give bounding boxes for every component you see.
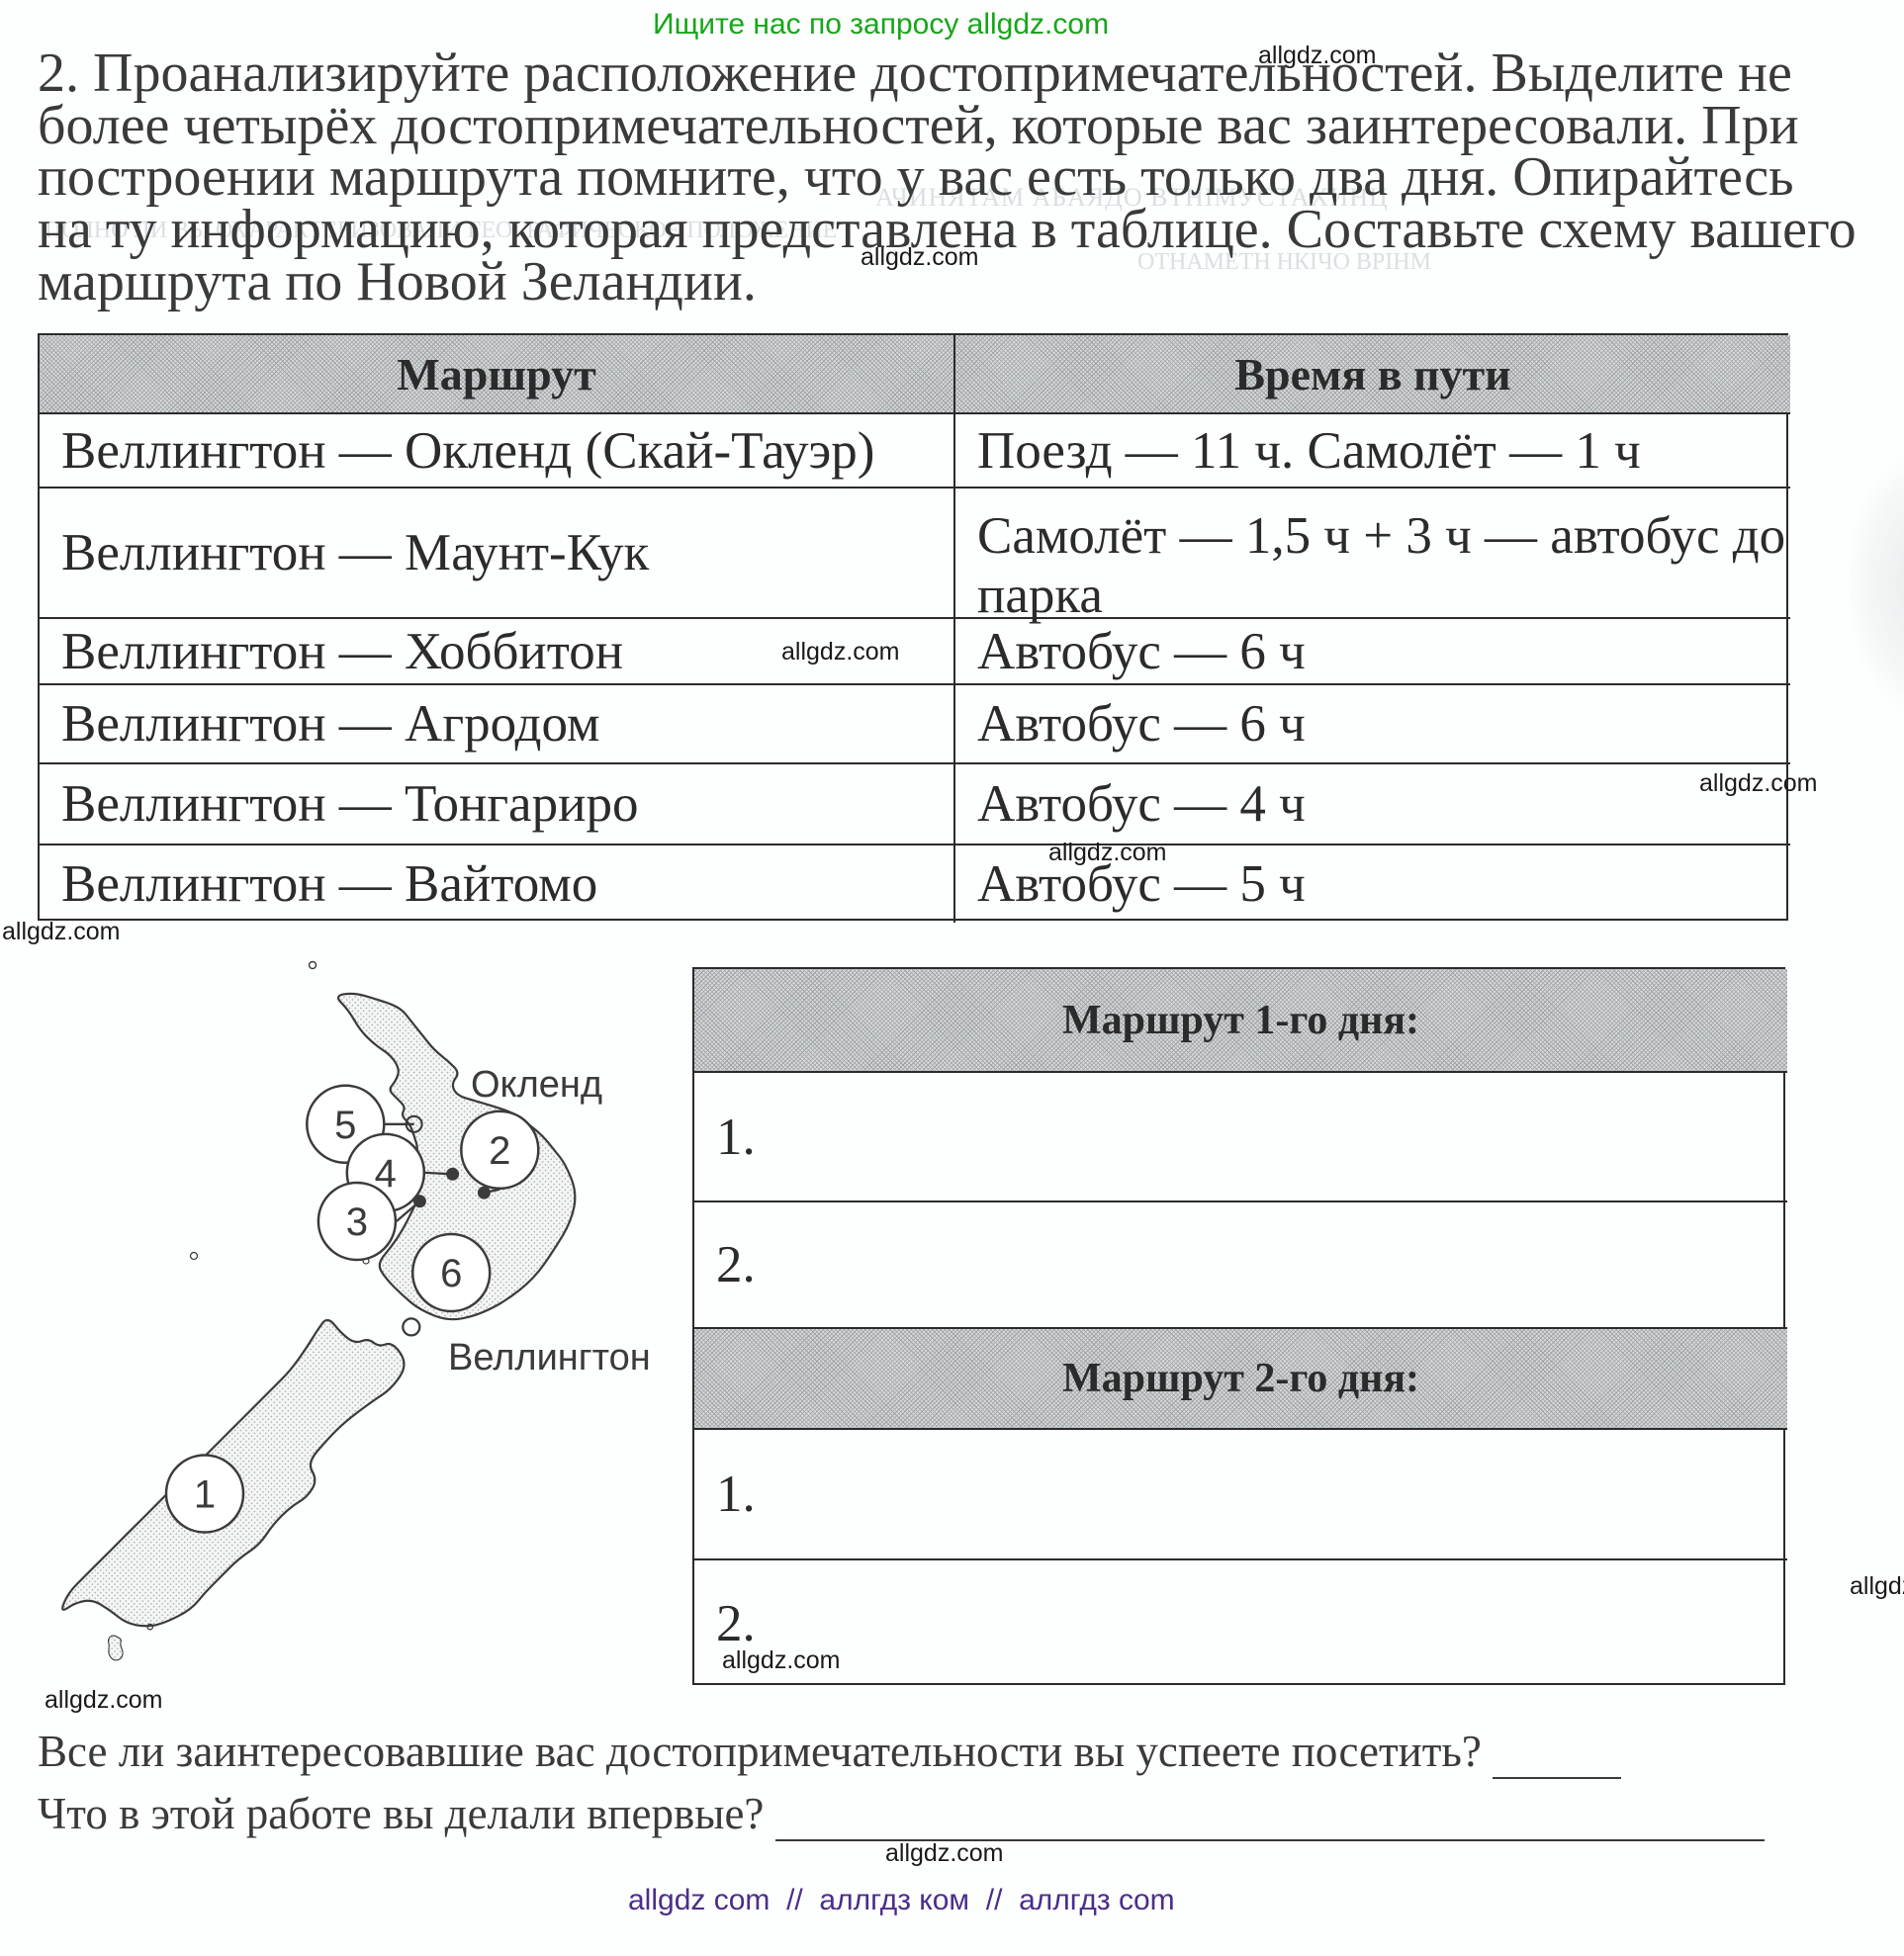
svg-text:5: 5 bbox=[334, 1104, 356, 1147]
svg-text:2: 2 bbox=[489, 1129, 510, 1173]
svg-text:6: 6 bbox=[440, 1252, 462, 1295]
svg-text:3: 3 bbox=[346, 1200, 368, 1244]
svg-text:1: 1 bbox=[194, 1473, 216, 1517]
